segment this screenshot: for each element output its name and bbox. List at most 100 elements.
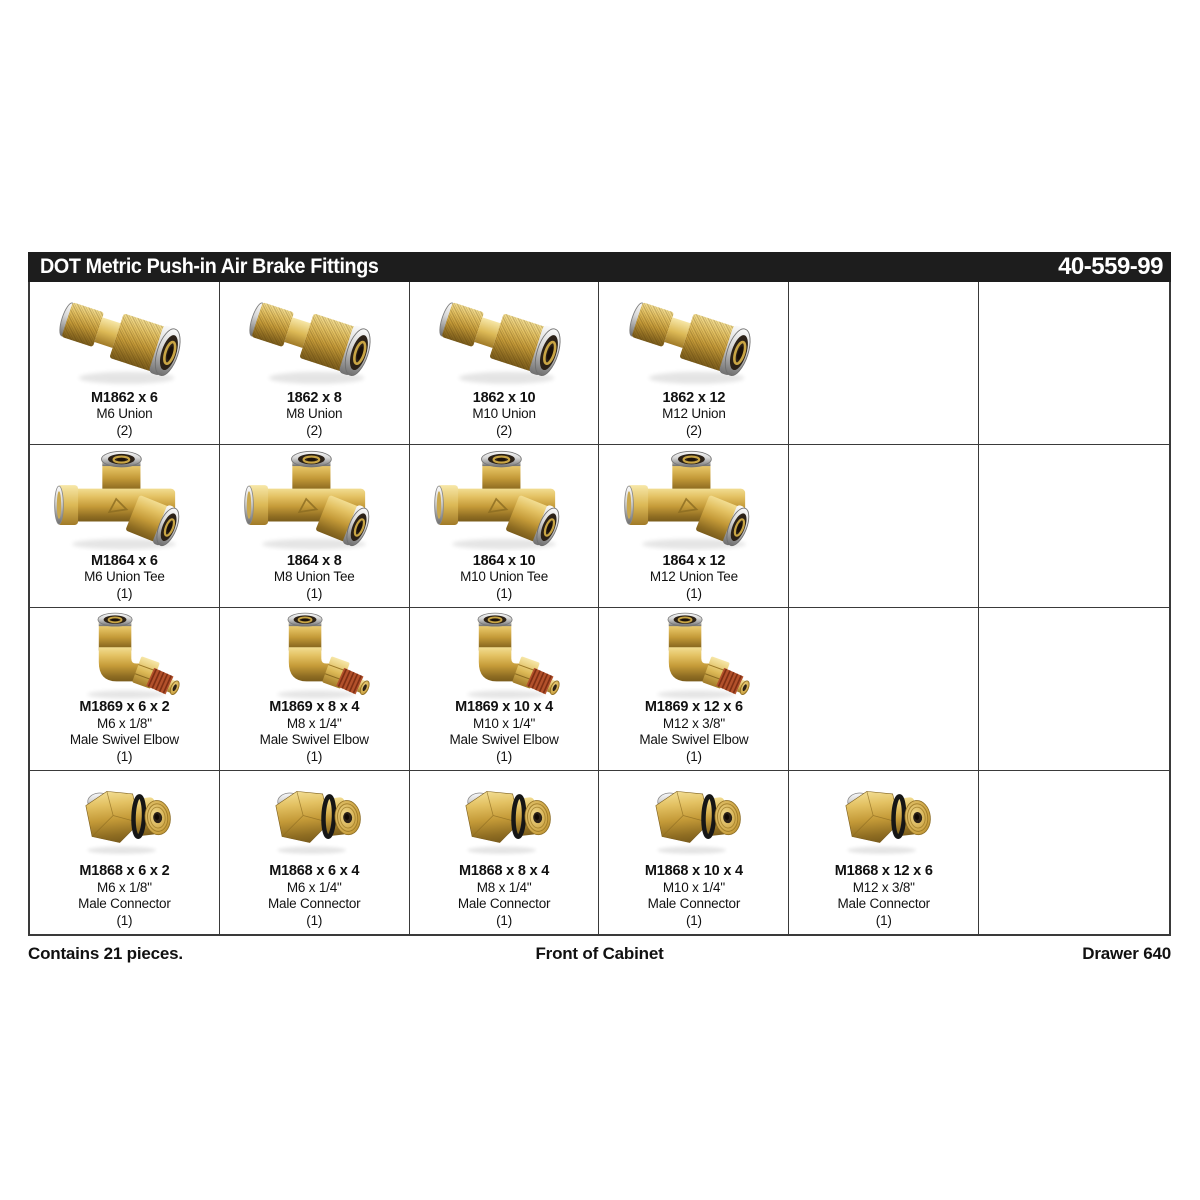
fitting-description: M6 x 1/4" (286, 879, 342, 895)
cell-label: M1864 x 6 M6 Union Tee (1) (30, 553, 219, 603)
fitting-quantity: (1) (306, 585, 323, 601)
fitting-description: M6 x 1/8" (97, 879, 152, 895)
fitting-description: M10 x 1/4" (662, 879, 725, 895)
fitting-description: Male Swivel Elbow (639, 732, 749, 747)
grid-cell: 1862 x 10 M10 Union (2) (409, 282, 600, 445)
drawer-layout-card: DOT Metric Push-in Air Brake Fittings 40… (28, 252, 1171, 964)
cell-label: 1864 x 10 M10 Union Tee (1) (410, 553, 599, 603)
male-connector-fitting-image (638, 773, 750, 861)
grid-cell-empty (789, 282, 980, 445)
fitting-description: M8 x 1/4" (476, 879, 532, 895)
grid-cell: M1868 x 6 x 2 M6 x 1/8" Male Connector (1) (30, 771, 220, 934)
cell-label: 1864 x 12 M12 Union Tee (1) (599, 553, 788, 603)
fitting-quantity: (2) (116, 422, 133, 438)
cell-label: M1868 x 6 x 2 M6 x 1/8" Male Connector (1) (30, 863, 219, 929)
cell-label: 1862 x 10 M10 Union (2) (410, 390, 599, 440)
page-title: DOT Metric Push-in Air Brake Fittings (40, 255, 379, 278)
fitting-part-number: M1868 x 6 x 4 (269, 863, 360, 879)
cell-label: M1869 x 6 x 2 M6 x 1/8" Male Swivel Elbow(… (30, 699, 219, 765)
header-bar: DOT Metric Push-in Air Brake Fittings 40… (28, 252, 1171, 282)
cell-label: M1869 x 8 x 4 M8 x 1/4" Male Swivel Elbow(… (220, 699, 409, 765)
fitting-part-number: 1862 x 8 (286, 389, 342, 406)
front-of-cabinet-label: Front of Cabinet (535, 944, 664, 963)
fitting-description: M12 Union (662, 406, 726, 421)
fitting-quantity: (1) (685, 748, 702, 764)
cell-label: M1868 x 6 x 4 M6 x 1/4" Male Connector (1) (220, 863, 409, 929)
grid-cell: M1868 x 12 x 6 M12 x 3/8" Male Connector (1… (789, 771, 980, 934)
cell-label: M1868 x 10 x 4 M10 x 1/4" Male Connector (1… (599, 863, 788, 929)
male-connector-fitting-image (828, 773, 940, 861)
union-fitting-image (239, 286, 389, 390)
fitting-quantity: (1) (496, 912, 513, 928)
cell-label: M1868 x 8 x 4 M8 x 1/4" Male Connector (1) (410, 863, 599, 929)
cell-label: 1862 x 12 M12 Union (2) (599, 390, 788, 440)
fitting-part-number: 1862 x 10 (472, 389, 536, 406)
fitting-quantity: (1) (116, 748, 133, 764)
grid-cell-empty (979, 282, 1169, 445)
fitting-quantity: (2) (306, 422, 323, 438)
grid-cell: M1868 x 10 x 4 M10 x 1/4" Male Connector (1… (599, 771, 790, 934)
union-tee-fitting-image (238, 447, 390, 551)
fitting-description: Male Connector (267, 896, 361, 911)
fitting-description: Male Connector (457, 896, 551, 911)
grid-cell: M1869 x 8 x 4 M8 x 1/4" Male Swivel Elbow(… (219, 608, 410, 771)
fitting-part-number: 1864 x 12 (662, 552, 726, 569)
assortment-part-number: 40-559-99 (1058, 253, 1163, 280)
fitting-description: M12 x 3/8" (852, 879, 915, 895)
grid-cell: 1862 x 12 M12 Union (2) (599, 282, 790, 445)
cell-label: 1864 x 8 M8 Union Tee (1) (220, 553, 409, 603)
grid-cell: M1869 x 12 x 6 M12 x 3/8" Male Swivel Elbo… (599, 608, 790, 771)
fitting-quantity: (1) (306, 912, 323, 928)
fitting-description: M10 x 1/4" (473, 715, 536, 731)
fitting-quantity: (1) (116, 585, 133, 601)
fitting-quantity: (1) (685, 585, 702, 601)
fitting-part-number: M1868 x 6 x 2 (79, 863, 170, 879)
fitting-quantity: (1) (685, 912, 702, 928)
fitting-description: M6 x 1/8" (97, 715, 152, 731)
fitting-description: Male Swivel Elbow (69, 732, 179, 747)
fitting-part-number: M1864 x 6 (91, 552, 158, 569)
fitting-part-number: M1868 x 8 x 4 (459, 863, 550, 879)
fitting-part-number: M1869 x 12 x 6 (644, 699, 743, 715)
fitting-part-number: 1862 x 12 (662, 389, 726, 406)
fitting-description: M6 Union (96, 406, 153, 421)
drawer-number-label: Drawer 640 (1082, 944, 1171, 963)
fitting-description: M10 Union Tee (460, 569, 549, 584)
fitting-part-number: 1864 x 8 (286, 552, 342, 569)
cell-label: M1862 x 6 M6 Union (2) (30, 390, 219, 440)
grid-cell: 1862 x 8 M8 Union (2) (219, 282, 410, 445)
fitting-description: M12 x 3/8" (662, 715, 725, 731)
fitting-description: M10 Union (472, 406, 536, 421)
piece-count-label: Contains 21 pieces. (28, 944, 183, 963)
fitting-description: Male Connector (78, 896, 171, 911)
fitting-description: Male Connector (647, 896, 741, 911)
grid-cell: 1864 x 10 M10 Union Tee (1) (409, 445, 600, 608)
fitting-quantity: (2) (685, 422, 702, 438)
fitting-quantity: (1) (496, 748, 513, 764)
fitting-description: M6 Union Tee (84, 569, 165, 584)
grid-cell: M1862 x 6 M6 Union (2) (30, 282, 220, 445)
grid-cell: 1864 x 12 M12 Union Tee (1) (599, 445, 790, 608)
grid-cell: M1868 x 6 x 4 M6 x 1/4" Male Connector (1) (220, 771, 410, 934)
fitting-description: Male Swivel Elbow (449, 732, 559, 747)
fitting-description: Male Connector (837, 896, 930, 911)
fitting-description: M8 x 1/4" (286, 715, 342, 731)
fitting-quantity: (1) (306, 748, 323, 764)
grid-cell-empty (979, 445, 1169, 608)
grid-cell: M1864 x 6 M6 Union Tee (1) (30, 445, 220, 608)
grid-cell-empty (789, 608, 980, 771)
fitting-part-number: M1862 x 6 (91, 389, 158, 406)
cell-label: M1868 x 12 x 6 M12 x 3/8" Male Connector (1… (789, 863, 978, 929)
fitting-part-number: M1869 x 10 x 4 (455, 699, 554, 715)
union-fitting-image (429, 286, 579, 390)
fitting-part-number: 1864 x 10 (472, 552, 536, 569)
fittings-grid: M1862 x 6 M6 Union (2) 1862 x 8 M8 Union (2) 1… (28, 282, 1171, 936)
male-connector-fitting-image (68, 773, 180, 861)
grid-cell-empty (789, 445, 980, 608)
fitting-quantity: (1) (116, 912, 133, 928)
male-connector-fitting-image (258, 773, 370, 861)
fitting-part-number: M1869 x 8 x 4 (269, 699, 360, 715)
footer: Contains 21 pieces. Front of Cabinet Dra… (28, 944, 1171, 964)
grid-cell-empty (979, 771, 1169, 934)
